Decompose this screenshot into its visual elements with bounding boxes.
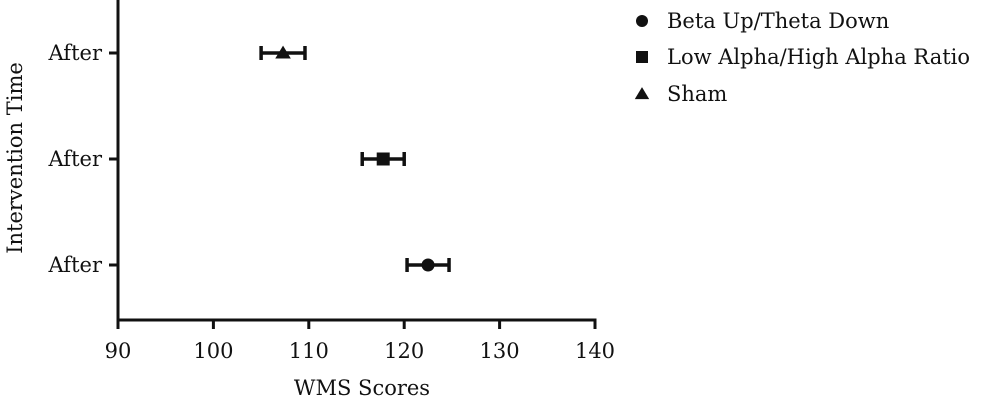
data-point-square [376, 152, 390, 166]
legend-circle-icon [636, 15, 648, 27]
x-tick-label: 90 [105, 339, 132, 363]
data-point-group [405, 258, 451, 272]
legend-label: Beta Up/Theta Down [667, 9, 889, 33]
y-tick-label: After [48, 253, 103, 277]
x-tick-label: 130 [480, 339, 520, 363]
x-tick-label: 120 [384, 339, 424, 363]
y-axis-title: Intervention Time [3, 62, 27, 254]
chart-marks [259, 45, 451, 272]
x-tick-label: 110 [289, 339, 329, 363]
data-point-group [259, 45, 307, 60]
chart-legend: Beta Up/Theta Down Low Alpha/High Alpha R… [634, 9, 970, 106]
data-point-group [360, 152, 406, 166]
x-axis-title: WMS Scores [294, 376, 430, 400]
chart-axes [116, 0, 597, 322]
legend-item: Beta Up/Theta Down [636, 9, 889, 33]
x-tick-label: 100 [193, 339, 233, 363]
legend-item: Sham [634, 82, 727, 106]
legend-square-icon [636, 51, 648, 63]
x-tick-label: 140 [575, 339, 615, 363]
legend-item: Low Alpha/High Alpha Ratio [636, 45, 970, 69]
data-point-circle [421, 258, 435, 272]
data-point-triangle [275, 45, 291, 59]
legend-label: Low Alpha/High Alpha Ratio [667, 45, 970, 69]
y-tick-label: After [48, 147, 103, 171]
y-axis-ticks: After After After [48, 41, 118, 277]
y-tick-label: After [48, 41, 103, 65]
x-axis-ticks: 90 100 110 120 130 140 [105, 320, 615, 363]
legend-label: Sham [667, 82, 727, 106]
legend-triangle-icon [634, 87, 650, 100]
